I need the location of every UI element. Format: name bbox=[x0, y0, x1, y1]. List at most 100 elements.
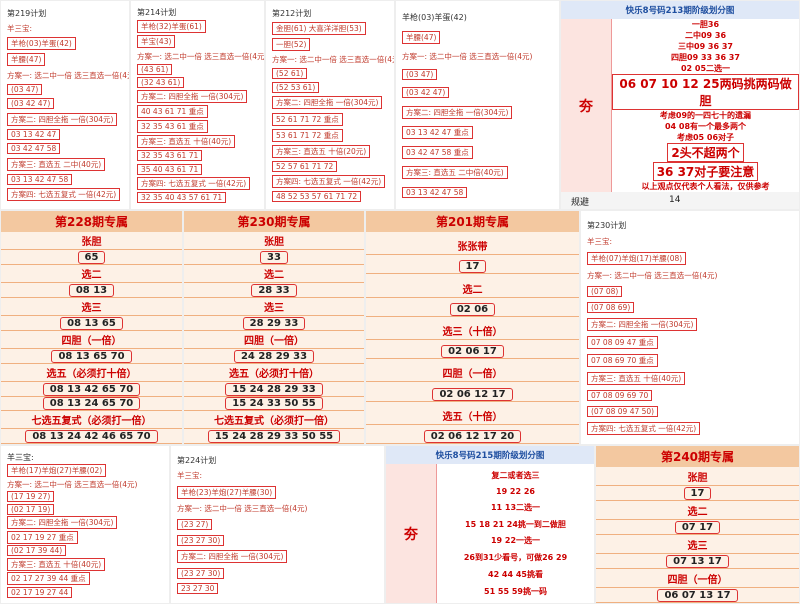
number-box: 08 13 24 65 70 bbox=[42, 396, 141, 410]
plan-line: 03 13 42 47 58 bbox=[7, 174, 73, 186]
plan-line: 方案二: 四胆全拖 一倍(304元) bbox=[402, 105, 513, 119]
plan-line: 方案三: 直选五 十倍(40元) bbox=[587, 372, 686, 385]
number-box: 07 13 17 bbox=[666, 555, 729, 568]
number-box: 08 13 65 70 bbox=[51, 349, 132, 363]
row-label: 张胆 bbox=[687, 473, 708, 484]
panel: 第219计划 羊三宝: 羊枪(03)羊蛋(42) 羊腰(47) 方案一: 选二中一倍 选… bbox=[0, 0, 130, 210]
grade-column: 一胆36 二中09 36 三中09 36 37 四胆09 33 36 37 02 05二… bbox=[612, 19, 799, 192]
plan-line: 方案一: 选二中一倍 选三直选一倍(4元) bbox=[272, 55, 395, 65]
number-box: 02 06 12 17 bbox=[432, 387, 513, 401]
grade-body: 夯 复二或者选三 19 22 26 11 13二选一 15 18 21 24挑一到二做胆… bbox=[386, 464, 594, 603]
plan-line: 35 40 43 61 71 bbox=[137, 163, 203, 175]
row-label: 选五（必须打十倍） bbox=[46, 369, 137, 381]
grade-line: 26到31少看号，可做26 29 bbox=[463, 553, 568, 563]
plan-line: (02 17 39 44) bbox=[7, 545, 67, 556]
row: 选五（必须打十倍） bbox=[184, 364, 364, 383]
row: 15 24 28 29 33 50 55 bbox=[184, 429, 364, 444]
row: 08 13 65 bbox=[1, 316, 182, 331]
row: 02 06 12 17 20 bbox=[366, 429, 579, 444]
plan-line: 07 08 69 70 重点 bbox=[587, 354, 658, 367]
plan-line: (02 17 19) bbox=[7, 503, 55, 515]
plan-line: 48 52 53 57 61 71 72 bbox=[272, 190, 362, 202]
plan-line: (43 61) bbox=[137, 63, 173, 75]
plan-line: 羊宝(43) bbox=[137, 35, 176, 49]
plan-line: (07 08 09 47 50) bbox=[587, 406, 659, 417]
plan-line: 羊枪(03)羊蛋(42) bbox=[7, 37, 76, 51]
plan-line: 方案一: 选二中一倍 选三直选一倍(4元) bbox=[7, 70, 130, 80]
row: 选二 bbox=[1, 265, 182, 284]
row: 02 06 17 bbox=[366, 345, 579, 360]
grade-line: 42 44 45挑看 bbox=[488, 570, 543, 580]
row: 08 13 65 70 bbox=[1, 349, 182, 364]
footer-text: 规避 bbox=[571, 198, 590, 208]
plan-line: 方案一: 选二中一倍 选三直选一倍(4元) bbox=[587, 271, 718, 280]
number-box: 33 bbox=[260, 250, 288, 264]
row-label: 张胆 bbox=[81, 237, 102, 249]
plan-line: 方案四: 七选五复式 一倍(42元) bbox=[272, 174, 386, 188]
number-box: 02 06 bbox=[449, 302, 496, 316]
number-box: 15 24 33 50 55 bbox=[225, 396, 323, 410]
row: 07 13 17 bbox=[596, 555, 799, 569]
row: 17 bbox=[596, 487, 799, 501]
plan-line: 52 57 61 71 72 bbox=[272, 160, 338, 172]
plan-line: 羊三宝: bbox=[177, 471, 203, 481]
grade-line: 04 08有一个最多两个 bbox=[664, 122, 747, 131]
plan-line: 07 08 09 47 重点 bbox=[587, 336, 658, 349]
row-label: 四胆（一倍） bbox=[244, 336, 304, 348]
plan-line: 07 08 09 69 70 bbox=[587, 390, 653, 401]
grade-line: 19 22一选一 bbox=[490, 536, 541, 546]
row: 08 13 42 65 70 bbox=[1, 382, 182, 397]
tier-label: 夯 bbox=[561, 19, 612, 192]
row: 选三 bbox=[596, 536, 799, 554]
row: 33 bbox=[184, 250, 364, 265]
plan-line: 方案二: 四胆全拖 一倍(304元) bbox=[177, 550, 288, 564]
row: 选二 bbox=[184, 265, 364, 284]
row: 08 13 24 42 46 65 70 bbox=[1, 429, 182, 444]
row-label: 选五（必须打十倍） bbox=[229, 369, 319, 381]
row: 08 13 bbox=[1, 283, 182, 298]
grade-line: 19 22 26 bbox=[496, 486, 535, 496]
panel: 羊三宝: 羊枪(17)羊炮(27)羊腰(02) 方案一: 选二中一倍 选三直选一倍(… bbox=[0, 445, 170, 604]
plan-line: 羊腰(47) bbox=[402, 30, 441, 44]
plan-line: (32 43 61) bbox=[137, 76, 185, 88]
row: 07 17 bbox=[596, 521, 799, 535]
row: 65 bbox=[1, 250, 182, 265]
grade-line: 一胆36 bbox=[691, 20, 720, 29]
plan-line: 方案三: 直选五 十倍(40元) bbox=[7, 557, 106, 571]
row: 06 07 13 17 bbox=[596, 589, 799, 603]
plan-line: 方案三: 直选五 十倍(40元) bbox=[137, 135, 236, 149]
plan-line: 40 43 61 71 重点 bbox=[137, 105, 208, 118]
row: 七选五复式（必须打一倍） bbox=[184, 411, 364, 430]
panel-title: 第224计划 bbox=[177, 455, 217, 465]
panel-title: 快乐8号码213期阶级划分图 bbox=[561, 1, 799, 19]
row-label: 七选五复式（必须打一倍） bbox=[31, 416, 152, 428]
plan-line: (07 08) bbox=[587, 286, 623, 297]
row: 选二 bbox=[596, 502, 799, 520]
plan-line: 一胆(52) bbox=[272, 38, 311, 52]
plan-line: 03 13 42 47 bbox=[7, 129, 61, 141]
row-label: 张胆 bbox=[264, 237, 284, 249]
panel: 快乐8号码215期阶级划分图夯 复二或者选三 19 22 26 11 13二选一 15 … bbox=[385, 445, 595, 604]
panel: 第224计划 羊三宝: 羊枪(23)羊炮(27)羊腰(30) 方案一: 选二中一倍 选… bbox=[170, 445, 385, 604]
panel: 第230计划 羊三宝: 羊枪(07)羊炮(17)羊腰(08) 方案一: 选二中一倍 选… bbox=[580, 210, 800, 445]
row: 24 28 29 33 bbox=[184, 349, 364, 364]
number-box: 28 29 33 bbox=[242, 316, 306, 330]
plan-line: 03 13 42 47 58 bbox=[402, 186, 468, 198]
plan-line: 羊枪(07)羊炮(17)羊腰(08) bbox=[587, 252, 687, 265]
panel: 第228期专属 张胆 65 选二 08 13 选三 08 13 65 四胆（一倍） 08 13 … bbox=[0, 210, 183, 445]
grade-line: 复二或者选三 bbox=[491, 470, 540, 480]
number-box: 08 13 bbox=[68, 283, 115, 297]
number-box: 65 bbox=[77, 250, 106, 264]
row-label: 选三 bbox=[81, 303, 102, 315]
plan-line: 方案四: 七选五复式 一倍(42元) bbox=[7, 188, 121, 202]
number-box: 06 07 13 17 bbox=[657, 589, 738, 602]
footer: 规避 14 bbox=[561, 192, 799, 209]
row: 选五（十倍） bbox=[366, 407, 579, 425]
row: 08 13 24 65 70 bbox=[1, 396, 182, 411]
grade-line: 02 05二选一 bbox=[680, 64, 731, 73]
plan-line: (17 19 27) bbox=[7, 491, 55, 502]
number-box: 24 28 29 33 bbox=[233, 349, 315, 363]
plan-line: 02 17 19 27 重点 bbox=[7, 530, 78, 544]
plan-line: 方案三: 直选五 二中(40元) bbox=[7, 157, 106, 171]
